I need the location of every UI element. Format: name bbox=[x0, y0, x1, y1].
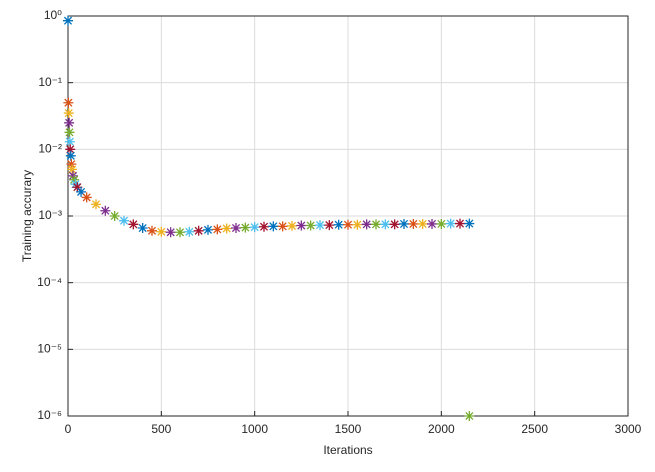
data-point bbox=[64, 136, 75, 147]
data-point bbox=[464, 411, 475, 421]
data-point bbox=[380, 219, 391, 230]
data-point bbox=[91, 199, 101, 210]
data-point bbox=[221, 223, 232, 234]
data-point bbox=[137, 223, 148, 234]
data-point bbox=[128, 219, 139, 230]
data-point bbox=[119, 215, 129, 226]
x-axis-label: Iterations bbox=[323, 443, 372, 457]
data-point bbox=[259, 221, 269, 232]
data-point bbox=[464, 218, 475, 229]
data-point bbox=[371, 219, 381, 230]
data-point bbox=[64, 127, 75, 138]
data-point bbox=[65, 150, 76, 161]
y-tick-label: 10⁻⁴ bbox=[37, 275, 62, 289]
data-point bbox=[66, 159, 77, 170]
data-point bbox=[63, 97, 74, 108]
x-tick-label: 2000 bbox=[428, 422, 455, 436]
data-point bbox=[81, 192, 92, 203]
x-tick-label: 1000 bbox=[241, 422, 268, 436]
data-point bbox=[436, 218, 447, 229]
data-point bbox=[70, 179, 81, 190]
data-point bbox=[399, 218, 409, 229]
data-point bbox=[296, 220, 307, 231]
data-point bbox=[72, 182, 83, 193]
data-point bbox=[287, 220, 297, 231]
data-point bbox=[65, 144, 76, 155]
data-point bbox=[109, 211, 120, 221]
data-point bbox=[240, 222, 251, 233]
data-point bbox=[305, 220, 316, 231]
data-point bbox=[389, 219, 400, 230]
data-point bbox=[455, 218, 465, 229]
data-point bbox=[193, 225, 204, 236]
y-tick-label: 10⁻² bbox=[38, 142, 62, 156]
y-tick-label: 10⁻³ bbox=[38, 208, 62, 222]
x-tick-label: 3000 bbox=[615, 422, 642, 436]
data-point bbox=[249, 222, 260, 233]
y-axis-label: Training accurary bbox=[20, 170, 34, 262]
data-point bbox=[203, 224, 213, 235]
data-point bbox=[324, 220, 335, 231]
data-point bbox=[69, 174, 80, 185]
data-point bbox=[156, 226, 167, 237]
data-point bbox=[352, 219, 363, 230]
x-tick-label: 0 bbox=[65, 422, 72, 436]
data-point bbox=[212, 224, 223, 235]
data-point bbox=[408, 218, 419, 229]
data-point bbox=[147, 225, 157, 236]
data-point bbox=[427, 218, 437, 229]
data-point bbox=[64, 117, 75, 128]
y-tick-label: 10⁻⁶ bbox=[37, 408, 62, 422]
data-point bbox=[67, 164, 78, 175]
data-point bbox=[231, 223, 241, 234]
x-tick-label: 1500 bbox=[335, 422, 362, 436]
data-point bbox=[76, 186, 87, 197]
y-tick-label: 10⁻¹ bbox=[38, 75, 62, 89]
data-point bbox=[343, 219, 353, 230]
data-point bbox=[417, 218, 428, 229]
data-point bbox=[68, 170, 79, 181]
x-tick-label: 2500 bbox=[521, 422, 548, 436]
data-point bbox=[277, 221, 288, 232]
data-point bbox=[184, 226, 195, 237]
data-point bbox=[63, 108, 74, 119]
data-point bbox=[63, 15, 73, 26]
y-tick-label: 10⁻⁵ bbox=[37, 342, 62, 356]
data-point bbox=[100, 205, 111, 216]
plot-frame bbox=[67, 15, 629, 417]
data-point bbox=[333, 219, 344, 230]
data-point bbox=[315, 220, 325, 231]
data-point bbox=[165, 227, 176, 238]
y-tick-label: 10⁰ bbox=[44, 8, 62, 22]
data-point bbox=[175, 227, 185, 238]
x-tick-label: 500 bbox=[151, 422, 171, 436]
data-point bbox=[361, 219, 372, 230]
data-point bbox=[445, 218, 456, 229]
data-point bbox=[268, 221, 279, 232]
